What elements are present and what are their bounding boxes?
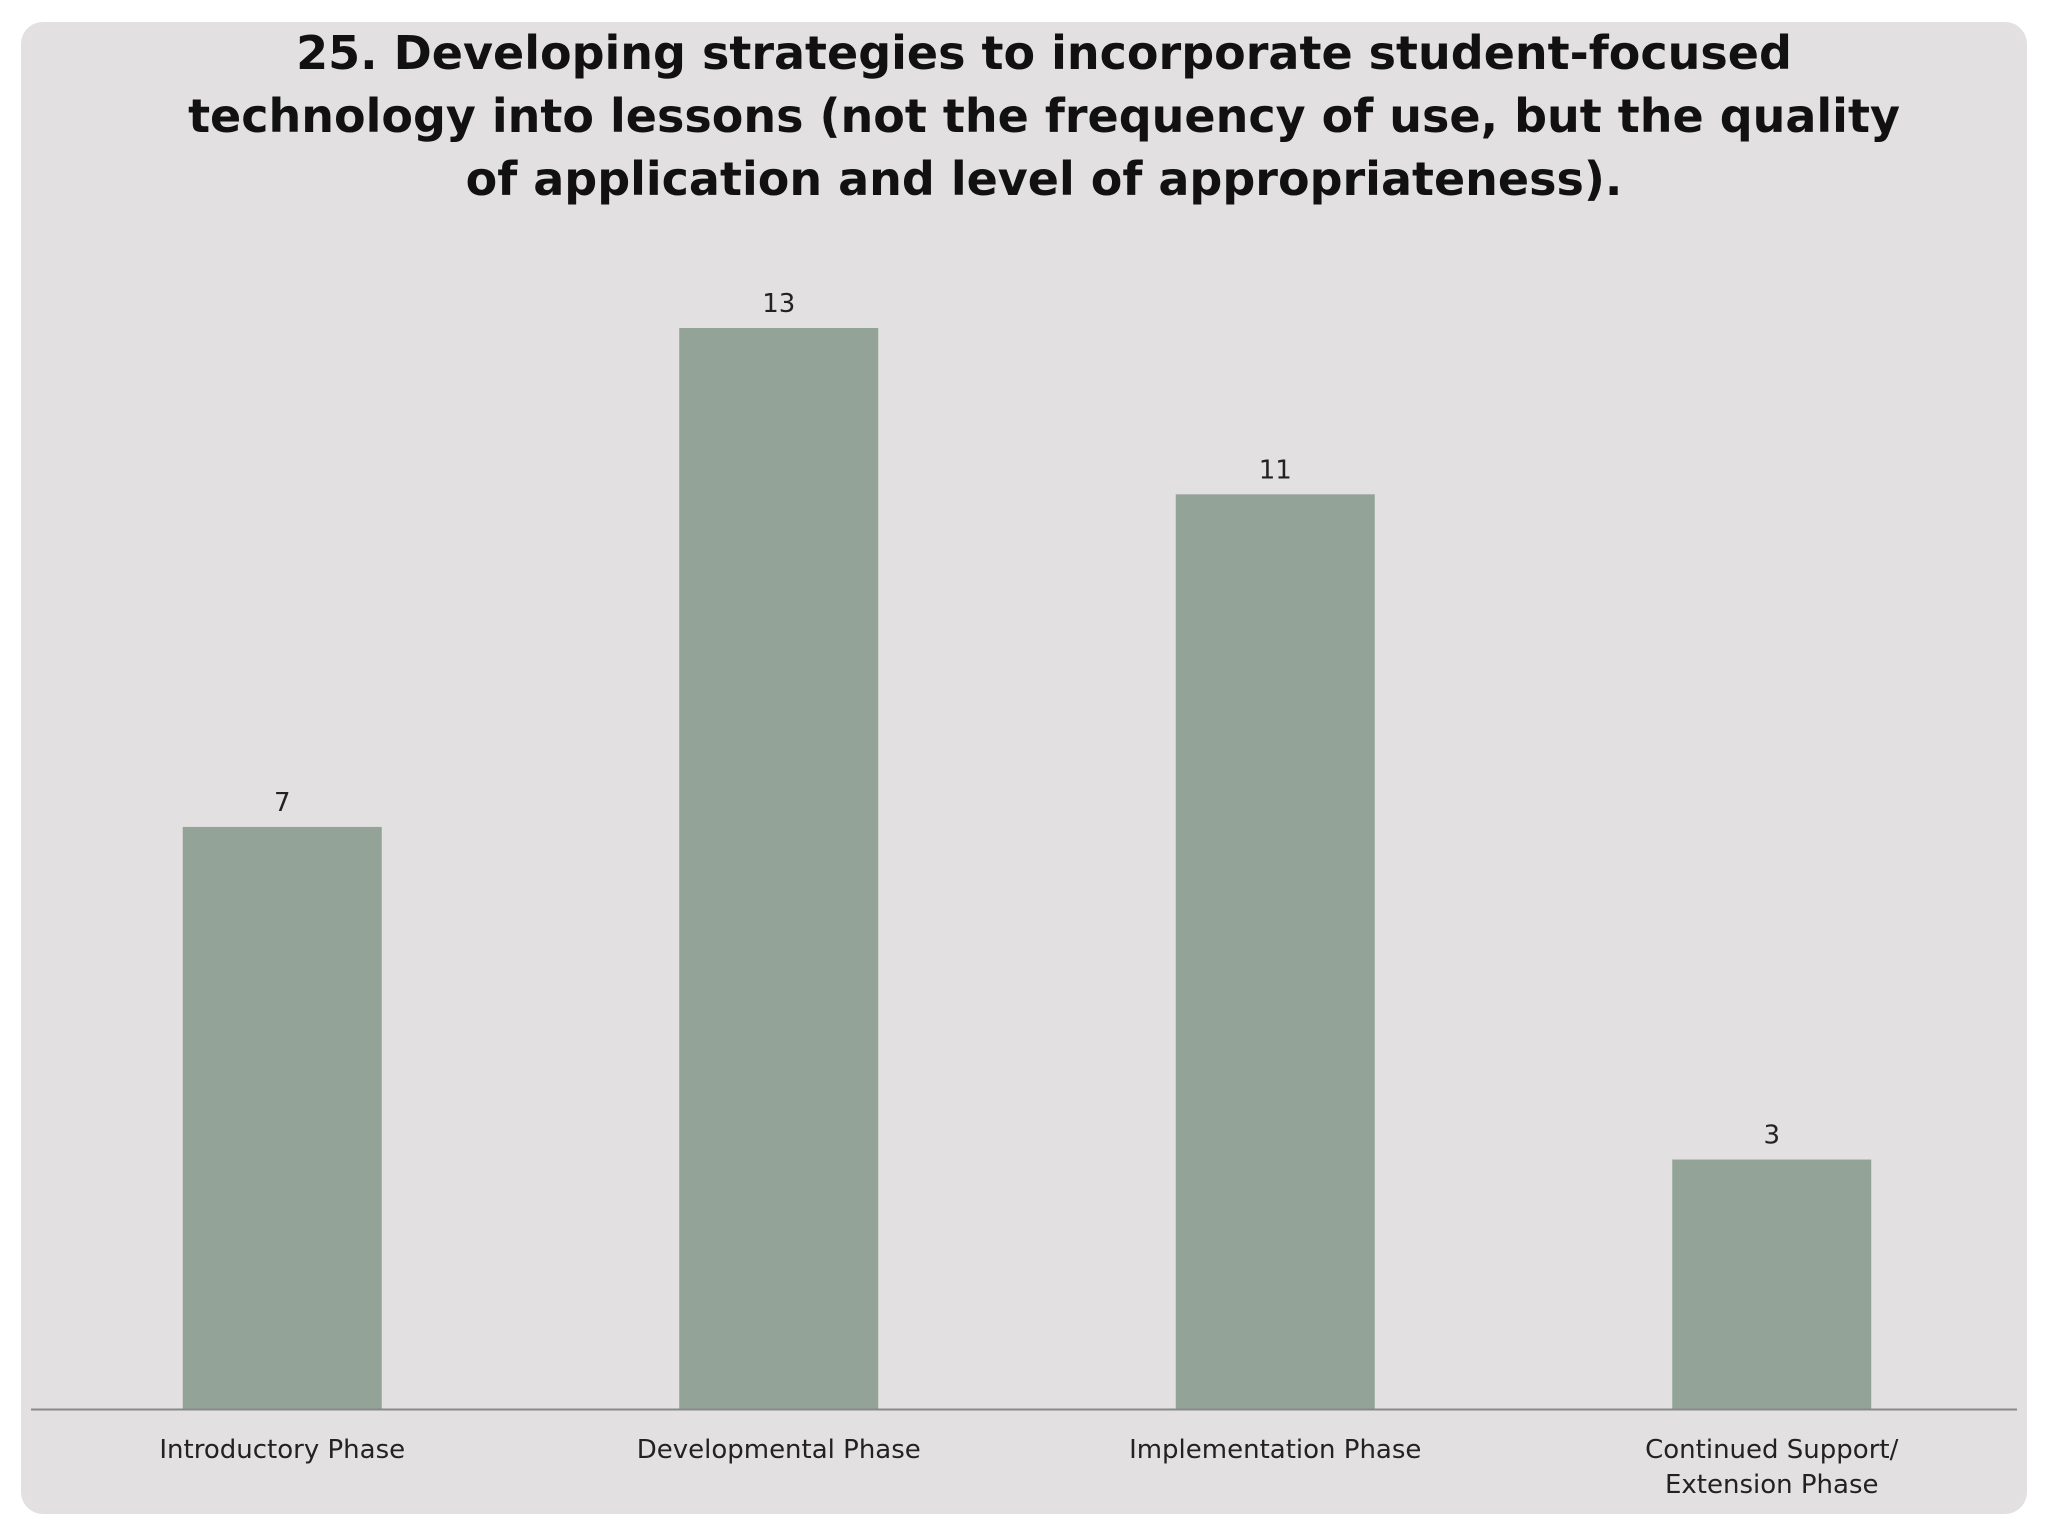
data-label-0: 7 [274,788,291,818]
category-label-0: Introductory Phase [159,1435,406,1465]
data-label-2: 11 [1259,455,1292,485]
category-label-1: Developmental Phase [636,1435,921,1465]
slide-background: 25. Developing strategies to incorporate… [21,22,2027,1514]
bar-1 [679,328,879,1409]
bar-2 [1175,494,1375,1409]
bar-3 [1672,1159,1872,1409]
data-label-3: 3 [1763,1121,1780,1151]
data-label-1: 13 [762,289,795,319]
bar-0 [182,826,382,1409]
category-label-2: Implementation Phase [1129,1435,1422,1465]
chart-title: 25. Developing strategies to incorporate… [188,26,1900,206]
category-label-3: Continued Support/ Extension Phase [1645,1435,1899,1500]
bar-chart: 7 13 11 3 [31,289,2017,1411]
